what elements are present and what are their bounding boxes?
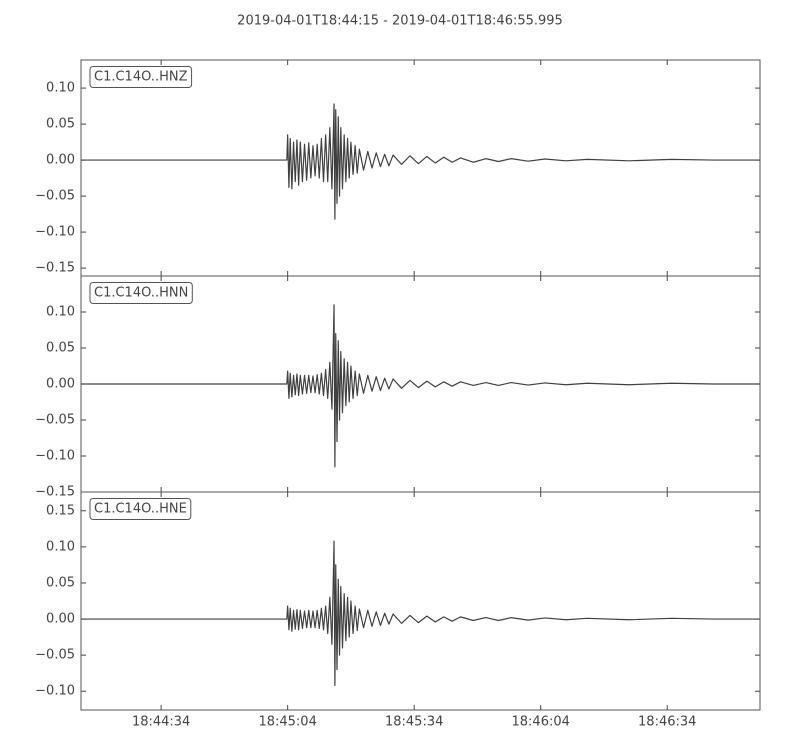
- trace-label-box: [89, 282, 193, 304]
- y-tick-label: −0.10: [35, 449, 75, 464]
- trace-label-box: [89, 66, 193, 88]
- axes-frame: [80, 59, 761, 277]
- axes-frame: [80, 491, 761, 711]
- y-tick-label: 0.05: [46, 575, 75, 590]
- trace-label-box: [89, 498, 192, 520]
- trace-label: C1.C14O..HNE: [94, 502, 187, 517]
- y-tick-label: −0.10: [35, 684, 75, 699]
- x-tick-label: 18:45:34: [385, 715, 443, 730]
- y-tick-label: 0.05: [46, 117, 75, 132]
- y-tick-label: 0.10: [46, 81, 75, 96]
- x-tick-label: 18:44:34: [132, 715, 190, 730]
- y-tick-label: −0.15: [35, 261, 75, 276]
- y-tick-label: 0.00: [46, 612, 75, 627]
- y-tick-label: 0.10: [46, 305, 75, 320]
- y-tick-label: 0.10: [46, 539, 75, 554]
- y-tick-label: −0.15: [35, 485, 75, 500]
- chart-title: 2019-04-01T18:44:15 - 2019-04-01T18:46:5…: [237, 14, 563, 29]
- y-tick-label: 0.15: [46, 503, 75, 518]
- trace-label: C1.C14O..HNZ: [94, 70, 188, 85]
- y-tick-label: 0.00: [46, 153, 75, 168]
- y-tick-label: 0.00: [46, 377, 75, 392]
- waveform: [81, 540, 760, 687]
- y-tick-label: −0.05: [35, 413, 75, 428]
- waveform: [81, 304, 760, 468]
- x-tick-label: 18:46:34: [638, 715, 696, 730]
- y-tick-label: 0.05: [46, 341, 75, 356]
- y-tick-label: −0.10: [35, 225, 75, 240]
- x-tick-label: 18:46:04: [512, 715, 570, 730]
- y-tick-label: −0.05: [35, 189, 75, 204]
- x-tick-label: 18:45:04: [258, 715, 316, 730]
- waveform: [81, 103, 760, 220]
- trace-label: C1.C14O..HNN: [94, 286, 188, 301]
- y-tick-label: −0.05: [35, 648, 75, 663]
